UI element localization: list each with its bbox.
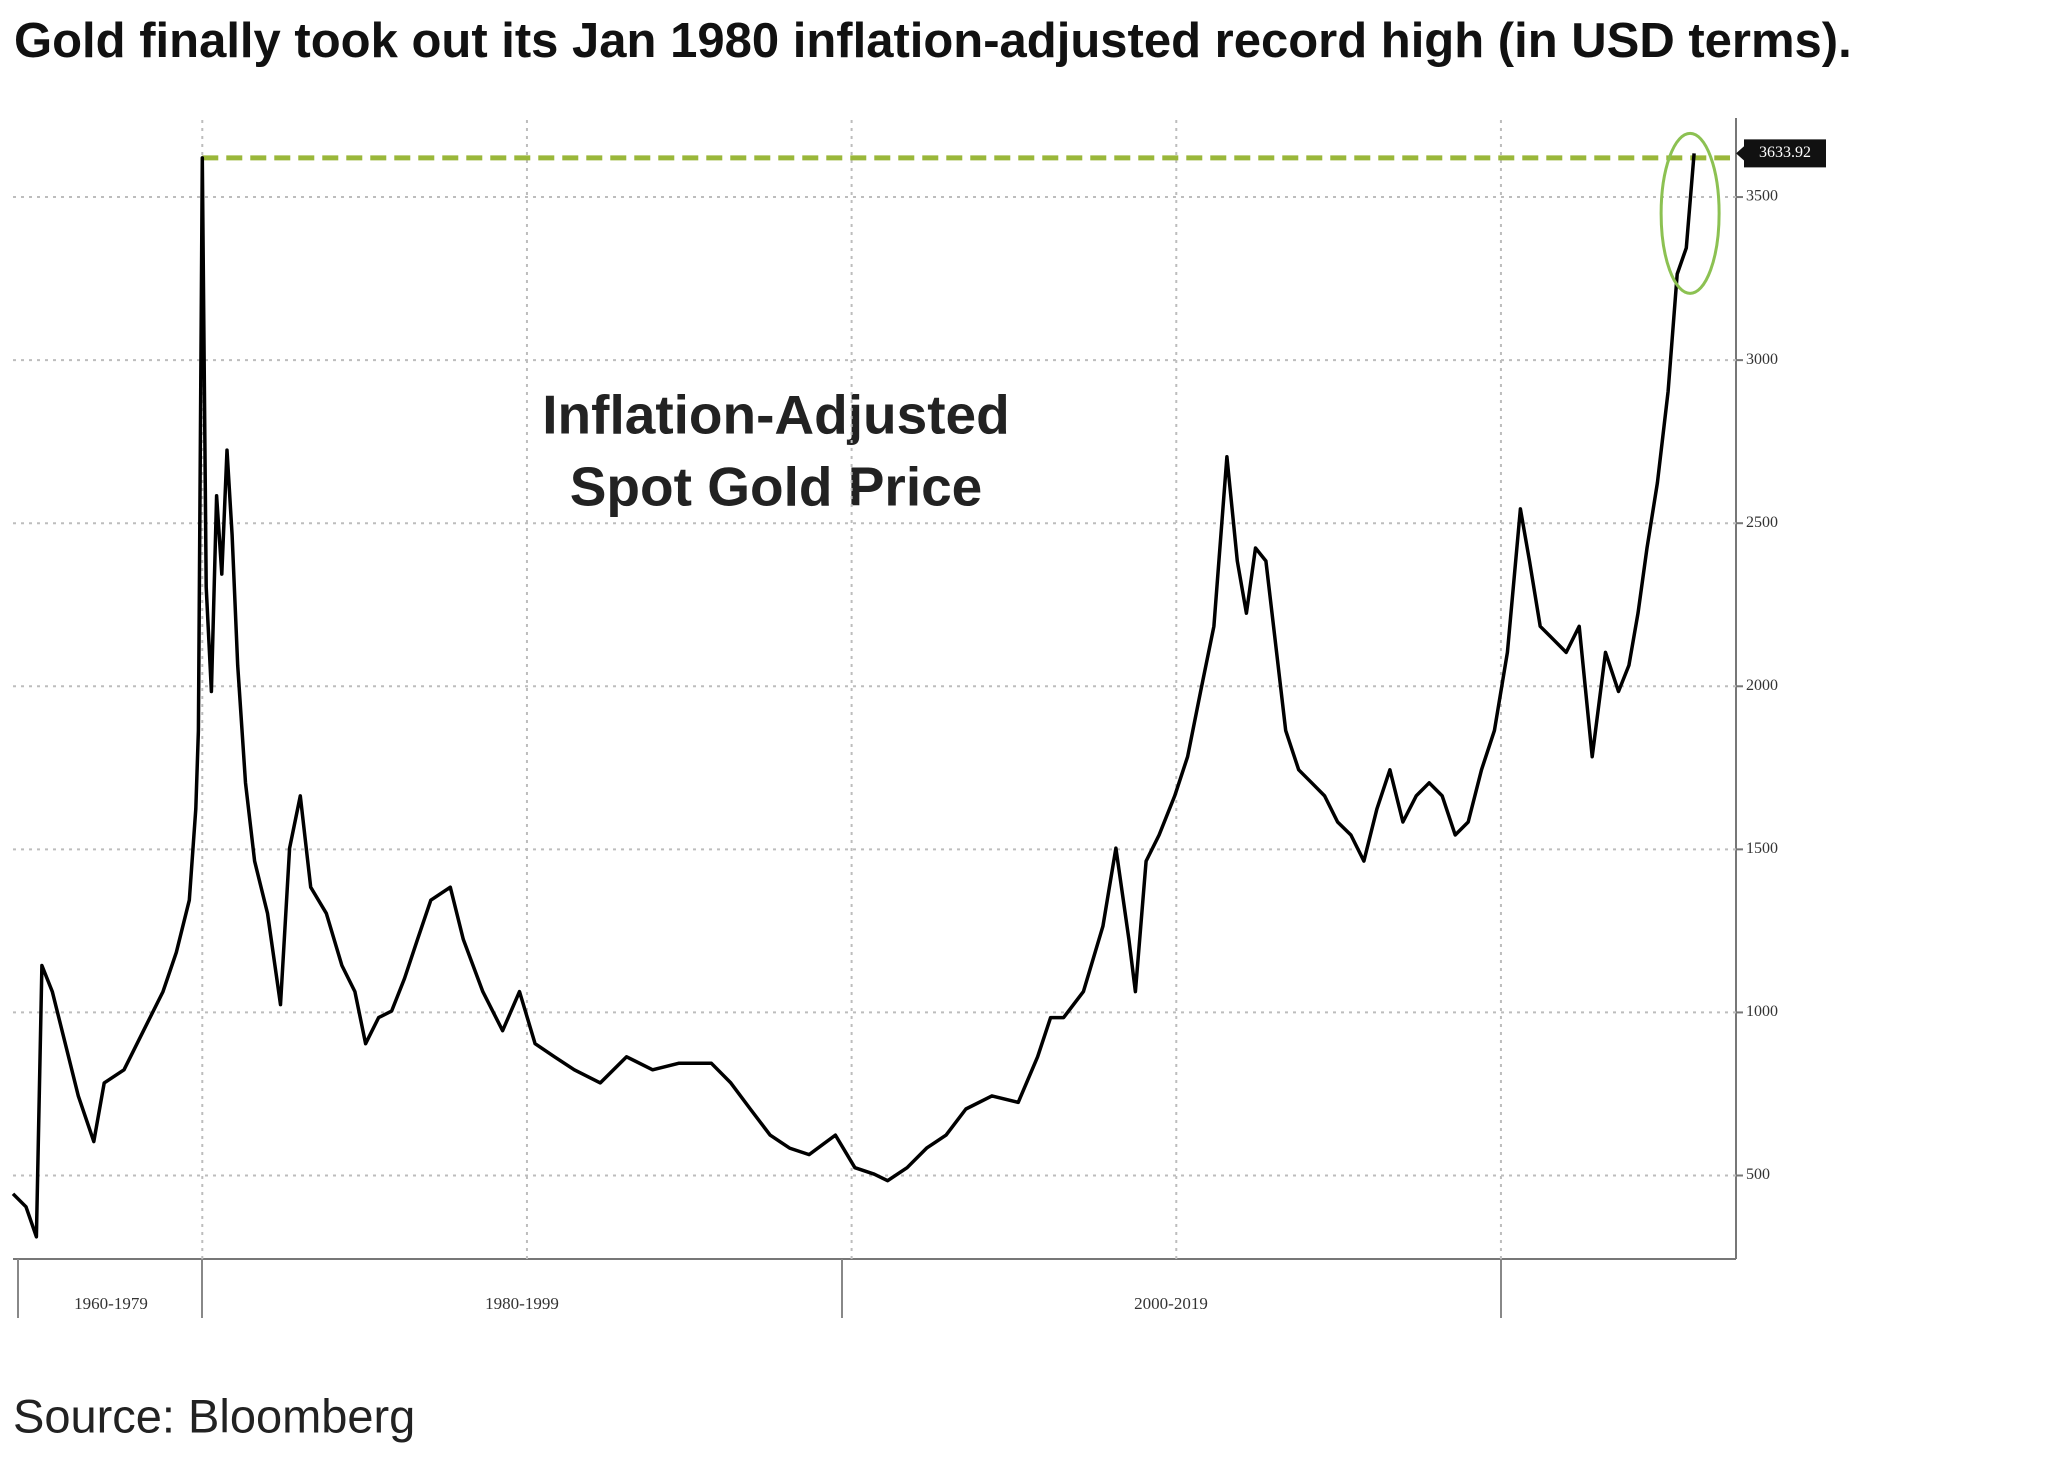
highlight-ellipse	[1659, 131, 1721, 295]
y-tick-label: 3500	[1746, 188, 1778, 205]
y-tick-label: 2500	[1746, 514, 1778, 531]
y-tick-label: 1500	[1746, 840, 1778, 857]
y-tick-label: 3000	[1746, 351, 1778, 368]
period-label: 1980-1999	[485, 1294, 559, 1313]
y-tick-label: 2000	[1746, 677, 1778, 694]
price-line	[11, 153, 1696, 1239]
annotation: Inflation-Adjusted	[542, 384, 1009, 446]
period-label: 1960-1979	[74, 1294, 148, 1313]
y-tick-label: 1000	[1746, 1003, 1778, 1020]
y-tick-label: 500	[1746, 1166, 1770, 1183]
value-label-pointer	[1736, 145, 1745, 162]
value-label-box	[1744, 139, 1826, 168]
annotation: Spot Gold Price	[570, 456, 983, 518]
period-label: 2000-2019	[1134, 1294, 1208, 1313]
value-label: 3633.92	[1759, 144, 1811, 161]
source: Source: Bloomberg	[13, 1389, 415, 1442]
chart-title: Gold finally took out its Jan 1980 infla…	[14, 14, 1852, 68]
